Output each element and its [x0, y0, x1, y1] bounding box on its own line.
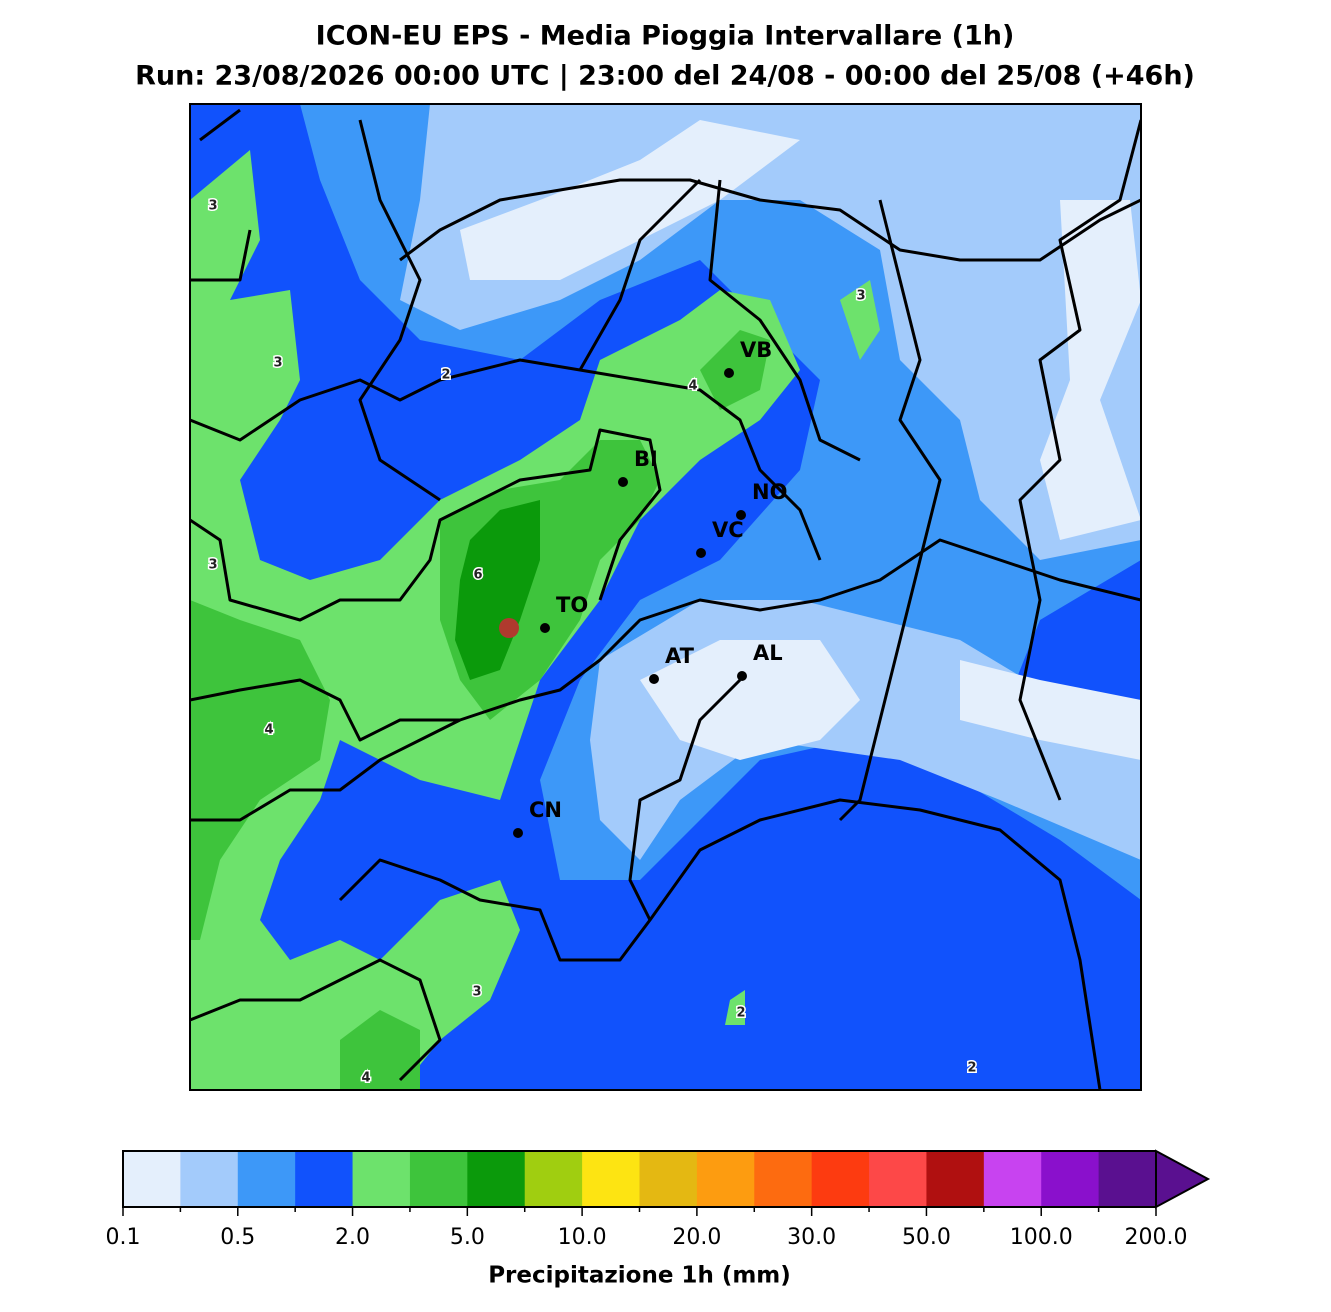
colorbar-swatch — [869, 1151, 927, 1207]
city-dot — [736, 510, 746, 520]
colorbar-tick-label: 30.0 — [787, 1225, 836, 1250]
contour-label: 3 — [472, 985, 481, 1000]
colorbar-tick-label: 2.0 — [335, 1225, 370, 1250]
colorbar-swatch — [409, 1151, 468, 1207]
location-marker — [499, 618, 519, 638]
colorbar-swatch — [983, 1151, 1042, 1207]
colorbar-tick-label: 50.0 — [902, 1225, 951, 1250]
city-label: CN — [529, 798, 562, 822]
colorbar-swatch — [180, 1151, 239, 1207]
colorbar-tick-label: 0.5 — [220, 1225, 255, 1250]
colorbar-swatch — [754, 1151, 813, 1207]
colorbar-swatch — [295, 1151, 354, 1207]
contour-label: 2 — [736, 1006, 745, 1021]
contour-label: 3 — [208, 199, 217, 214]
colorbar-extend-arrow — [1155, 1149, 1211, 1209]
colorbar-swatch — [926, 1151, 985, 1207]
city-label: TO — [556, 593, 588, 617]
contour-label: 3 — [856, 289, 865, 304]
colorbar-swatch — [811, 1151, 870, 1207]
city-dot — [513, 828, 523, 838]
city-label: AL — [753, 641, 783, 665]
colorbar-swatch — [582, 1151, 640, 1207]
colorbar-tick-label: 200.0 — [1125, 1225, 1188, 1250]
city-dot — [737, 671, 747, 681]
colorbar-label: Precipitazione 1h (mm) — [488, 1263, 791, 1289]
colorbar-swatch — [1041, 1151, 1100, 1207]
contour-label: 2 — [967, 1061, 976, 1076]
contour-label: 4 — [361, 1071, 370, 1086]
colorbar-tick-label: 0.1 — [106, 1225, 141, 1250]
title: ICON-EU EPS - Media Pioggia Intervallare… — [316, 21, 1015, 52]
colorbar-tick-label: 100.0 — [1010, 1225, 1073, 1250]
colorbar-swatch — [352, 1151, 411, 1207]
colorbar-tick-label: 10.0 — [558, 1225, 607, 1250]
city-dot — [540, 623, 550, 633]
city-label: AT — [665, 644, 695, 668]
colorbar-swatch — [123, 1151, 181, 1207]
city-dot — [618, 477, 628, 487]
colorbar-swatch — [524, 1151, 583, 1207]
colorbar-tick-label: 20.0 — [672, 1225, 721, 1250]
map-frame — [189, 103, 1142, 1091]
colorbar-swatch — [237, 1151, 296, 1207]
colorbar-tick-label: 5.0 — [450, 1225, 485, 1250]
colorbar-swatch — [696, 1151, 755, 1207]
colorbar-swatch — [467, 1151, 526, 1207]
subtitle: Run: 23/08/2026 00:00 UTC | 23:00 del 24… — [135, 61, 1195, 92]
contour-label: 4 — [264, 723, 273, 738]
contour-label: 3 — [208, 558, 217, 573]
colorbar-swatch — [1098, 1151, 1157, 1207]
city-label: NO — [752, 480, 787, 504]
contour-label: 2 — [441, 368, 450, 383]
colorbar-swatch — [639, 1151, 698, 1207]
city-dot — [649, 674, 659, 684]
city-label: VC — [712, 518, 744, 542]
contour-label: 6 — [473, 568, 482, 583]
precip-field — [190, 104, 1141, 1090]
contour-label: 4 — [688, 379, 697, 394]
city-dot — [696, 548, 706, 558]
city-label: VB — [740, 338, 772, 362]
city-dot — [724, 368, 734, 378]
contour-label: 3 — [273, 356, 282, 371]
city-label: BI — [634, 447, 658, 471]
